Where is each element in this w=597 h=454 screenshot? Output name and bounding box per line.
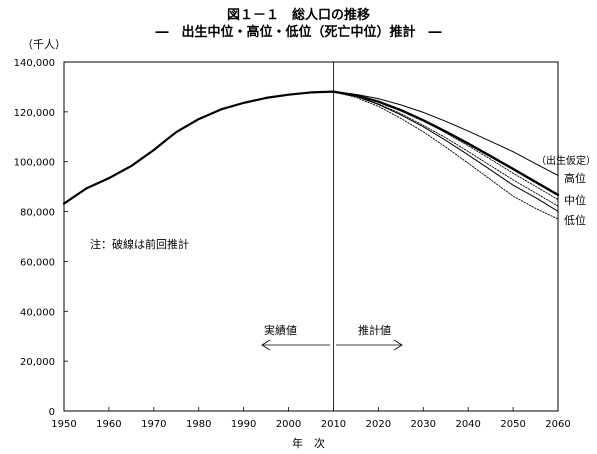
high-variant-label: 高位 [564,172,586,185]
x-tick-label: 2020 [366,419,391,430]
actual-arrow [261,339,330,351]
y-tick-label: 140,000 [14,58,55,69]
plot-frame [63,61,559,412]
y-axis-unit-label: （千人） [22,38,66,51]
x-tick-label: 1970 [141,419,166,430]
x-tick-label: 2010 [321,419,346,430]
series-line [333,91,559,220]
birth-assumption-label: （出生仮定） [536,156,596,167]
series-line [62,90,335,205]
series-line [333,91,559,207]
x-tick-label: 1960 [96,419,121,430]
x-tick-label: 2030 [411,419,436,430]
x-tick-label: 2060 [545,419,570,430]
chart-subtitle: ― 出生中位・高位・低位（死亡中位）推計 ― [155,25,442,40]
y-tick-label: 0 [49,407,55,418]
y-tick-label: 20,000 [20,357,55,368]
x-axis-label: 年 次 [292,437,325,450]
projection-arrow [336,339,403,351]
note-label: 注：破線は前回推計 [90,238,189,251]
y-tick-label: 100,000 [14,158,55,169]
series-line [332,91,559,212]
x-tick-label: 1980 [186,419,211,430]
x-tick-label: 1950 [51,419,76,430]
y-tick-label: 40,000 [20,307,55,318]
chart-title: 図１－１ 総人口の推移 [226,8,370,23]
x-tick-label: 2050 [500,419,525,430]
series-line [332,90,560,197]
y-tick-label: 60,000 [20,257,55,268]
series-line [333,91,559,201]
x-tick-label: 2000 [276,419,301,430]
low-variant-label: 低位 [564,214,586,227]
series-line [332,91,559,176]
y-tick-label: 80,000 [20,208,55,219]
medium-variant-label: 中位 [564,194,586,207]
actual-label: 実績値 [264,324,297,337]
x-tick-label: 2040 [455,419,480,430]
projected-label: 推計値 [358,324,391,337]
x-tick-label: 1990 [231,419,256,430]
y-tick-label: 120,000 [14,108,55,119]
